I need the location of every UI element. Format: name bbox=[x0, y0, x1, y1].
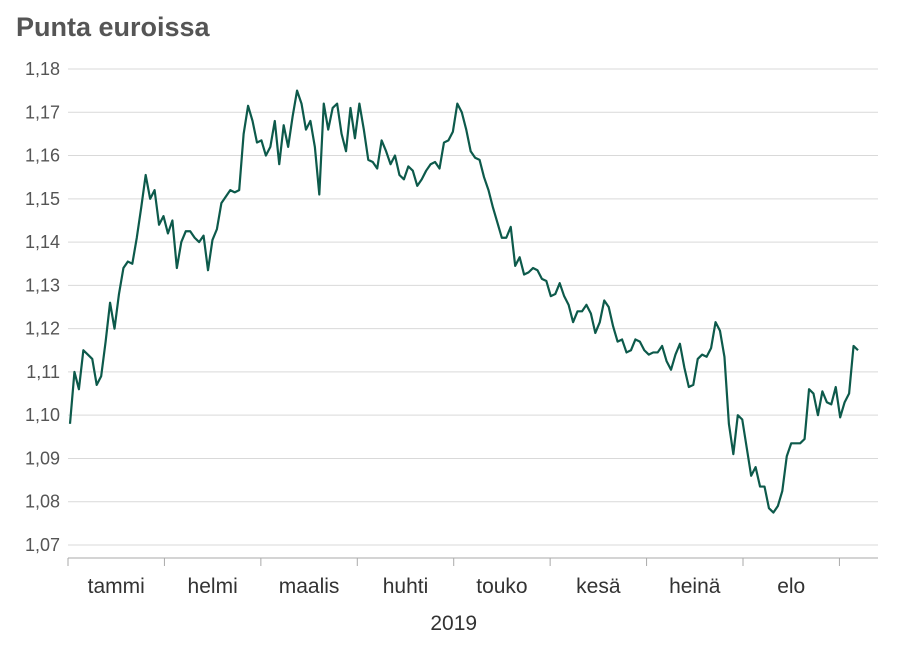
series-line bbox=[68, 89, 859, 514]
month-label: helmi bbox=[188, 575, 238, 598]
x-axis-month-labels: tammi helmi maalis huhti touko kesä heinä elo bbox=[88, 575, 806, 598]
y-tick-label: 1,07 bbox=[25, 535, 60, 555]
month-label: elo bbox=[777, 575, 805, 598]
y-tick-label: 1,15 bbox=[25, 189, 60, 209]
y-tick-label: 1,08 bbox=[25, 492, 60, 512]
x-axis-year-label: 2019 bbox=[430, 612, 477, 635]
y-tick-label: 1,14 bbox=[25, 232, 60, 252]
y-tick-label: 1,16 bbox=[25, 146, 60, 166]
y-tick-label: 1,10 bbox=[25, 405, 60, 425]
month-label: touko bbox=[476, 575, 527, 598]
y-tick-label: 1,09 bbox=[25, 448, 60, 468]
y-tick-label: 1,17 bbox=[25, 102, 60, 122]
y-tick-label: 1,12 bbox=[25, 319, 60, 339]
y-tick-label: 1,18 bbox=[25, 59, 60, 79]
chart-title: Punta euroissa bbox=[16, 12, 210, 42]
month-label: tammi bbox=[88, 575, 145, 598]
y-tick-label: 1,13 bbox=[25, 275, 60, 295]
y-axis-ticks: 1,07 1,08 1,09 1,10 1,11 1,12 1,13 1,14 1,15 1,16… bbox=[25, 59, 60, 555]
month-label: heinä bbox=[669, 575, 721, 598]
month-label: maalis bbox=[279, 575, 340, 598]
month-label: huhti bbox=[383, 575, 429, 598]
month-label: kesä bbox=[576, 575, 621, 598]
x-axis-ticks bbox=[67, 558, 840, 566]
y-tick-label: 1,11 bbox=[26, 362, 60, 382]
